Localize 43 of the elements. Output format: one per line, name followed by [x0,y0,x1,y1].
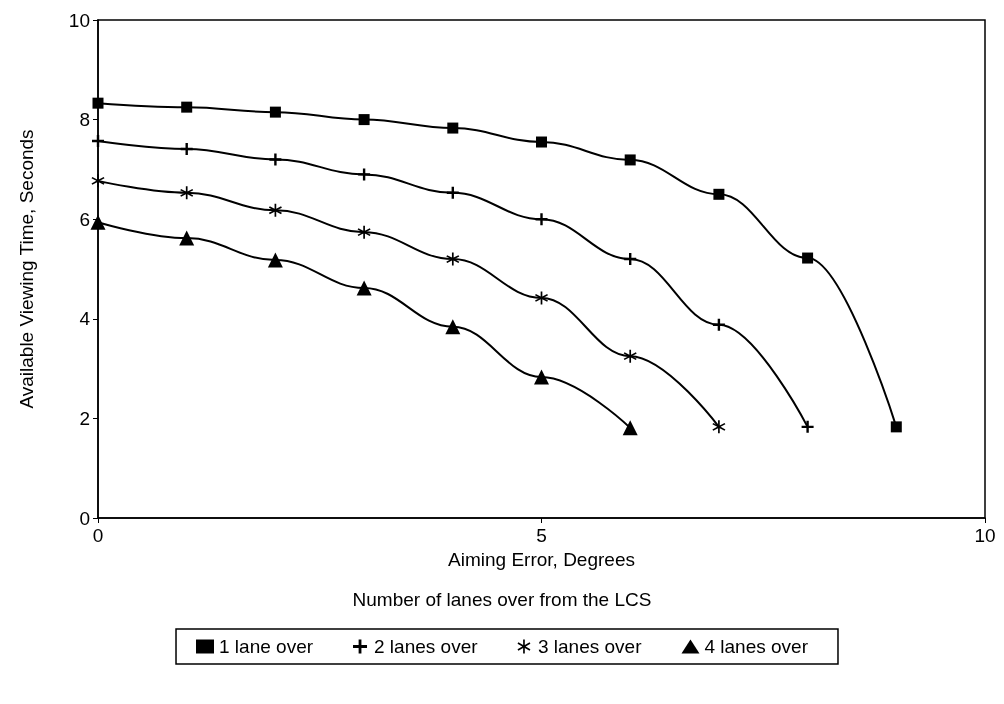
point [181,101,193,113]
point [446,252,460,266]
y-axis-title: Available Viewing Time, Seconds [16,129,37,409]
point [91,174,105,188]
y-tick-label: 4 [79,308,91,330]
point [624,154,636,166]
point [180,186,194,200]
point [801,420,814,433]
point [712,420,726,434]
point [92,97,104,109]
y-tick-label: 6 [79,208,90,230]
y-tick-label: 2 [79,407,90,429]
legend-label: 1 lane over [219,636,314,657]
x-tick-label: 5 [536,525,547,546]
point [622,420,638,436]
point [445,319,461,335]
legend-label: 2 lanes over [374,636,479,657]
point [447,122,459,134]
legend-label: 3 lanes over [537,636,643,657]
point [623,349,637,363]
legend-label: 4 lanes over [704,636,809,657]
y-tick-label: 0 [79,507,90,529]
point [269,153,282,166]
point [534,369,549,385]
point [713,188,725,200]
legend-title: Number of lanes over from the LCS [352,589,652,610]
point [269,106,281,118]
point [267,252,283,268]
point [802,252,814,264]
point [356,280,372,296]
point [536,136,547,148]
point [90,214,106,230]
x-axis-title: Aiming Error, Degrees [448,549,635,570]
point [358,114,370,126]
point [358,168,371,181]
point [179,230,195,246]
point [357,225,371,239]
y-tick-label: 10 [68,9,90,31]
y-tick-label: 8 [79,109,90,131]
point [890,421,902,433]
x-tick-label: 10 [974,525,996,546]
x-tick-label: 0 [92,525,104,546]
point [535,213,548,226]
